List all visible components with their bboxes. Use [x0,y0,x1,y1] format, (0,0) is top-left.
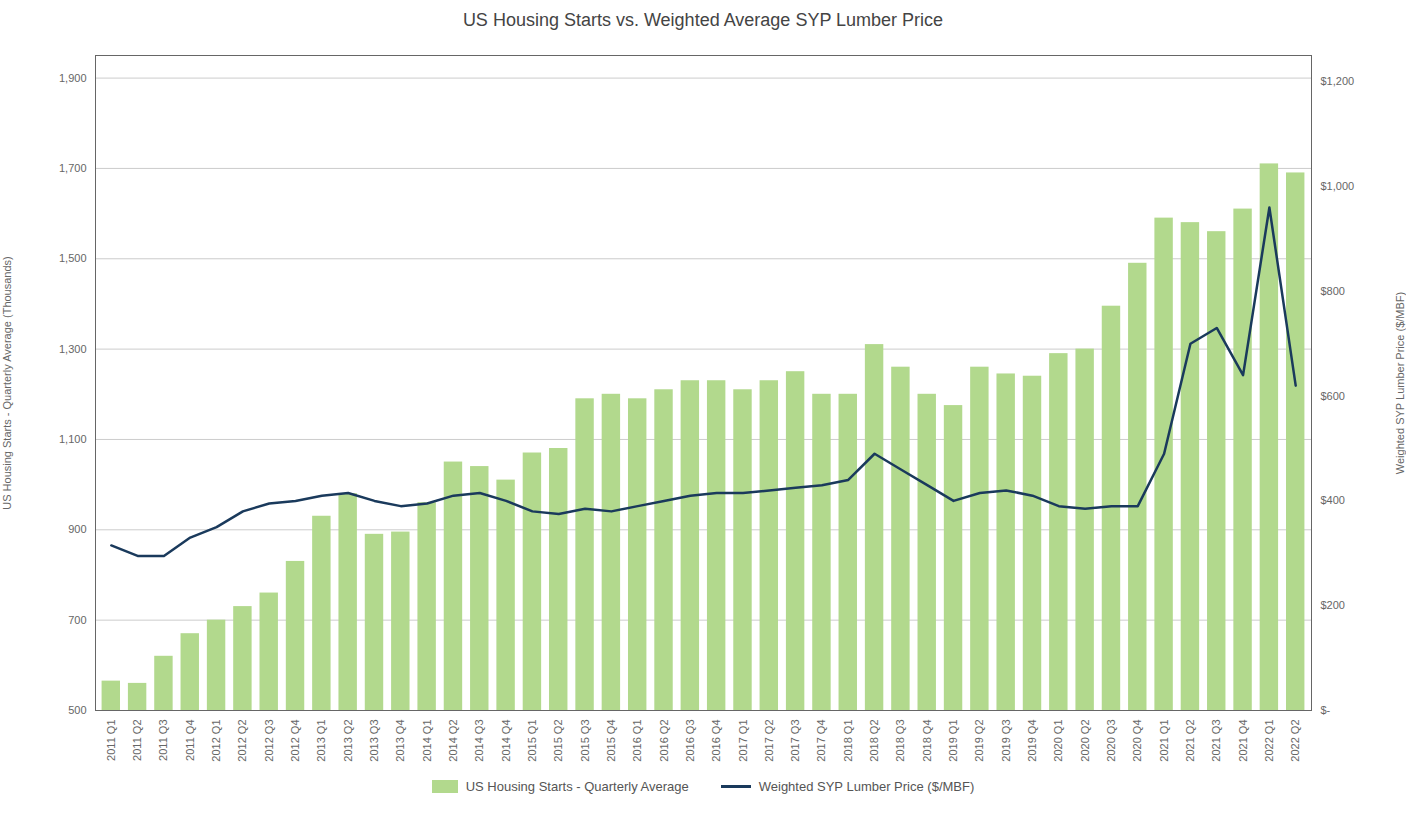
svg-text:700: 700 [68,614,86,626]
html-text:US Housing Starts - Quarterly: US Housing Starts - Quarterly Average [465,779,689,794]
svg-text:1,100: 1,100 [59,433,87,445]
svg-text:2019 Q3: 2019 Q3 [1000,720,1012,762]
html-text:Weighted SYP Lumber Price ($/M: Weighted SYP Lumber Price ($/MBF) [758,779,975,794]
svg-text:2015 Q1: 2015 Q1 [526,720,538,762]
svg-text:2020 Q1: 2020 Q1 [1052,720,1064,762]
svg-text:500: 500 [68,704,86,716]
svg-text:2017 Q2: 2017 Q2 [763,720,775,762]
svg-text:1,500: 1,500 [59,252,87,264]
svg-text:2012 Q3: 2012 Q3 [263,720,275,762]
svg-text:2022 Q2: 2022 Q2 [1289,720,1301,762]
svg-text:$800: $800 [1321,285,1345,297]
svg-text:1,700: 1,700 [59,162,87,174]
svg-text:2012 Q1: 2012 Q1 [210,720,222,762]
svg-text:2022 Q1: 2022 Q1 [1263,720,1275,762]
svg-text:$1,200: $1,200 [1321,75,1355,87]
svg-text:2013 Q1: 2013 Q1 [315,720,327,762]
svg-text:2014 Q1: 2014 Q1 [421,720,433,762]
svg-text:2011 Q4: 2011 Q4 [184,720,196,761]
svg-text:2017 Q1: 2017 Q1 [737,720,749,762]
svg-text:2012 Q2: 2012 Q2 [236,720,248,762]
svg-text:2013 Q4: 2013 Q4 [394,720,406,762]
svg-text:2014 Q4: 2014 Q4 [500,720,512,762]
svg-text:2018 Q4: 2018 Q4 [921,720,933,762]
svg-text:$600: $600 [1321,390,1345,402]
svg-text:2018 Q1: 2018 Q1 [842,720,854,762]
svg-text:2019 Q2: 2019 Q2 [973,720,985,762]
svg-text:2011 Q2: 2011 Q2 [131,720,143,761]
svg-text:1,300: 1,300 [59,343,87,355]
svg-text:2015 Q2: 2015 Q2 [552,720,564,762]
svg-text:$200: $200 [1321,599,1345,611]
svg-text:2020 Q2: 2020 Q2 [1079,720,1091,762]
svg-text:2013 Q3: 2013 Q3 [368,720,380,762]
svg-text:Weighted SYP Lumber Price ($/M: Weighted SYP Lumber Price ($/MBF) [1394,292,1406,474]
svg-text:900: 900 [68,523,86,535]
svg-text:$-: $- [1321,704,1331,716]
svg-text:2020 Q3: 2020 Q3 [1105,720,1117,762]
svg-text:2016 Q4: 2016 Q4 [710,720,722,762]
svg-text:2015 Q4: 2015 Q4 [605,720,617,762]
html-text:US Housing Starts vs. Weighted: US Housing Starts vs. Weighted Average S… [462,10,944,30]
svg-text:2020 Q4: 2020 Q4 [1131,720,1143,762]
svg-text:2019 Q4: 2019 Q4 [1026,720,1038,762]
svg-text:$1,000: $1,000 [1321,180,1355,192]
svg-text:2016 Q2: 2016 Q2 [658,720,670,762]
svg-text:US Housing Starts - Quarterly: US Housing Starts - Quarterly Average (T… [1,256,13,510]
svg-text:2021 Q4: 2021 Q4 [1237,720,1249,762]
svg-text:2021 Q3: 2021 Q3 [1210,720,1222,762]
svg-text:1,900: 1,900 [59,72,87,84]
svg-text:2011 Q1: 2011 Q1 [105,720,117,761]
svg-text:2014 Q3: 2014 Q3 [473,720,485,762]
svg-text:2017 Q3: 2017 Q3 [789,720,801,762]
svg-text:2014 Q2: 2014 Q2 [447,720,459,762]
svg-text:$400: $400 [1321,494,1345,506]
svg-text:2013 Q2: 2013 Q2 [342,720,354,762]
svg-text:2016 Q3: 2016 Q3 [684,720,696,762]
svg-text:2016 Q1: 2016 Q1 [631,720,643,762]
svg-text:2017 Q4: 2017 Q4 [815,720,827,762]
svg-text:2015 Q3: 2015 Q3 [579,720,591,762]
svg-text:2012 Q4: 2012 Q4 [289,720,301,762]
svg-text:2021 Q1: 2021 Q1 [1158,720,1170,762]
svg-text:2021 Q2: 2021 Q2 [1184,720,1196,762]
svg-text:2019 Q1: 2019 Q1 [947,720,959,762]
svg-text:2018 Q2: 2018 Q2 [868,720,880,762]
svg-text:2018 Q3: 2018 Q3 [894,720,906,762]
svg-text:2011 Q3: 2011 Q3 [157,720,169,761]
